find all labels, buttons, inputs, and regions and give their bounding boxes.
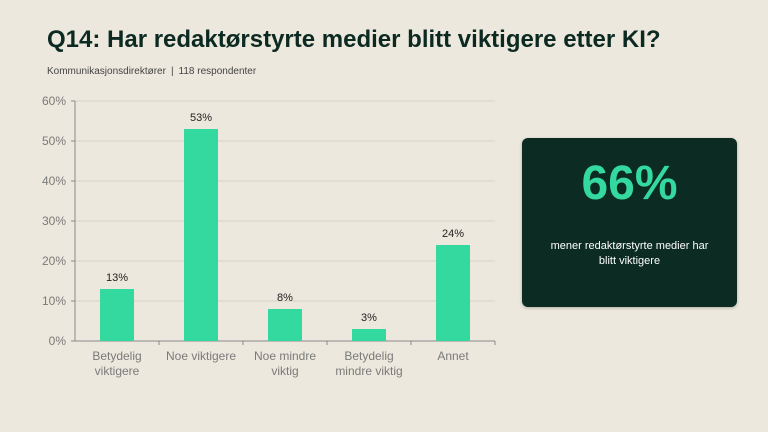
bar <box>352 329 386 341</box>
respondent-count: 118 respondenter <box>178 66 257 77</box>
bar-value-label: 3% <box>361 312 377 324</box>
bar-value-label: 24% <box>442 228 464 240</box>
x-category-label: Betydelig <box>92 349 141 363</box>
bar-value-label: 53% <box>190 112 212 124</box>
subtitle-separator: | <box>170 66 174 77</box>
x-category-label: Betydelig <box>344 349 393 363</box>
y-tick-label: 20% <box>42 254 66 268</box>
y-tick-label: 10% <box>42 294 66 308</box>
bar <box>436 245 470 341</box>
x-category-label: Noe mindre <box>254 349 316 363</box>
y-tick-label: 30% <box>42 214 66 228</box>
x-category-label: mindre viktig <box>335 364 402 378</box>
y-tick-label: 50% <box>42 134 66 148</box>
x-category-label: Noe viktigere <box>166 349 236 363</box>
x-category-label: viktigere <box>95 364 140 378</box>
highlight-value: 66% <box>581 157 678 210</box>
bar <box>184 129 218 341</box>
audience-label: Kommunikasjonsdirektører <box>47 66 166 77</box>
x-category-label: viktig <box>271 364 298 378</box>
y-tick-label: 60% <box>42 94 66 108</box>
highlight-description: mener redaktørstyrte medier har blitt vi… <box>550 240 709 267</box>
x-category-label: Annet <box>437 349 469 363</box>
bar <box>100 289 134 341</box>
bar <box>268 309 302 341</box>
y-tick-label: 0% <box>49 334 67 348</box>
page-title: Q14: Har redaktørstyrte medier blitt vik… <box>47 26 661 53</box>
subtitle: Kommunikasjonsdirektører | 118 respondente… <box>47 66 256 77</box>
bar-value-label: 13% <box>106 272 128 284</box>
y-tick-label: 40% <box>42 174 66 188</box>
bar-value-label: 8% <box>277 292 293 304</box>
highlight-card: 66% mener redaktørstyrte medier har blit… <box>522 138 737 307</box>
